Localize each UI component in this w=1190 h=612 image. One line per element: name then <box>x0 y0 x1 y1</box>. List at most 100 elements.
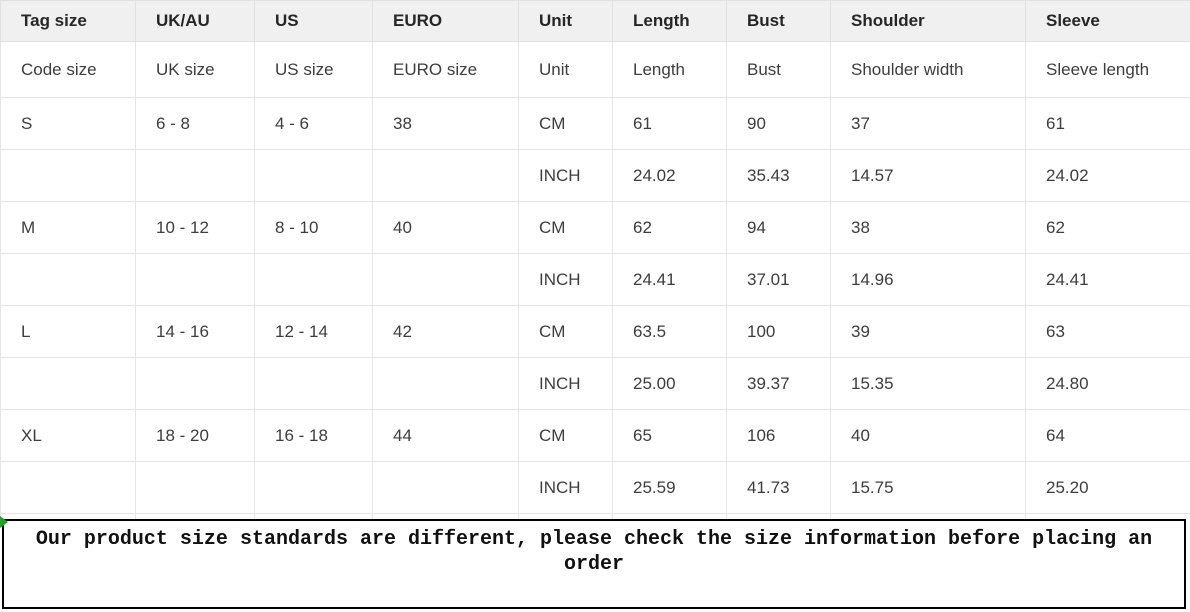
table-row-3: INCH 24.41 37.01 14.96 24.41 <box>0 253 1190 306</box>
table-cell-col-0 <box>0 149 136 202</box>
table-cell-col-8: 62 <box>1025 201 1190 254</box>
size-table-body: Code size UK size US size EURO size Unit Leng… <box>0 41 1190 528</box>
header-cell-col-3: EURO <box>372 0 519 42</box>
size-notice-text: Our product size standards are different… <box>35 528 1153 576</box>
table-cell-col-8: 24.02 <box>1025 149 1190 202</box>
table-cell-col-1 <box>135 461 255 514</box>
table-cell-col-1: 14 - 16 <box>135 305 255 358</box>
subheader-cell-col-8: Sleeve length <box>1025 41 1190 98</box>
table-cell-col-1: 18 - 20 <box>135 409 255 462</box>
table-cell-col-7: 37 <box>830 97 1026 150</box>
table-cell-col-2: 4 - 6 <box>254 97 373 150</box>
table-cell-col-8: 64 <box>1025 409 1190 462</box>
table-cell-col-2 <box>254 357 373 410</box>
table-cell-col-6: 35.43 <box>726 149 831 202</box>
header-cell-col-1: UK/AU <box>135 0 255 42</box>
subheader-cell-col-7: Shoulder width <box>830 41 1026 98</box>
table-cell-col-1 <box>135 253 255 306</box>
table-cell-col-0: XL <box>0 409 136 462</box>
table-cell-col-0 <box>0 461 136 514</box>
table-cell-col-5: 61 <box>612 97 727 150</box>
table-cell-col-3: 40 <box>372 201 519 254</box>
table-cell-col-4: INCH <box>518 357 613 410</box>
table-cell-col-3 <box>372 149 519 202</box>
table-cell-col-6: 94 <box>726 201 831 254</box>
table-cell-col-4: CM <box>518 409 613 462</box>
header-cell-col-6: Bust <box>726 0 831 42</box>
subheader-cell-col-0: Code size <box>0 41 136 98</box>
table-subheader-row: Code size UK size US size EURO size Unit Leng… <box>0 41 1190 98</box>
table-cell-col-5: 65 <box>612 409 727 462</box>
table-row-6: XL 18 - 20 16 - 18 44 CM 65 106 40 64 <box>0 409 1190 462</box>
table-cell-col-8: 63 <box>1025 305 1190 358</box>
table-cell-col-3 <box>372 253 519 306</box>
header-cell-col-2: US <box>254 0 373 42</box>
table-cell-col-0: S <box>0 97 136 150</box>
subheader-cell-col-4: Unit <box>518 41 613 98</box>
table-cell-col-0: M <box>0 201 136 254</box>
table-cell-col-7: 38 <box>830 201 1026 254</box>
table-cell-col-6: 90 <box>726 97 831 150</box>
table-cell-col-5: 25.59 <box>612 461 727 514</box>
table-cell-col-6: 100 <box>726 305 831 358</box>
table-cell-col-6: 41.73 <box>726 461 831 514</box>
header-cell-col-5: Length <box>612 0 727 42</box>
table-cell-col-4: CM <box>518 201 613 254</box>
table-header-row: Tag size UK/AU US EURO Unit Length Bust Shoulde… <box>0 0 1190 42</box>
table-cell-col-0: L <box>0 305 136 358</box>
table-cell-col-7: 15.35 <box>830 357 1026 410</box>
table-cell-col-6: 106 <box>726 409 831 462</box>
table-cell-col-4: INCH <box>518 253 613 306</box>
table-cell-col-3 <box>372 357 519 410</box>
header-cell-col-7: Shoulder <box>830 0 1026 42</box>
table-cell-col-7: 14.96 <box>830 253 1026 306</box>
header-cell-col-8: Sleeve <box>1025 0 1190 42</box>
table-cell-col-2: 8 - 10 <box>254 201 373 254</box>
table-cell-col-7: 14.57 <box>830 149 1026 202</box>
table-cell-col-6: 37.01 <box>726 253 831 306</box>
table-row-4: L 14 - 16 12 - 14 42 CM 63.5 100 39 63 <box>0 305 1190 358</box>
table-cell-col-2 <box>254 149 373 202</box>
table-cell-col-3: 44 <box>372 409 519 462</box>
table-cell-col-7: 15.75 <box>830 461 1026 514</box>
table-cell-col-5: 24.02 <box>612 149 727 202</box>
table-cell-col-8: 61 <box>1025 97 1190 150</box>
table-cell-col-5: 25.00 <box>612 357 727 410</box>
table-row-5: INCH 25.00 39.37 15.35 24.80 <box>0 357 1190 410</box>
subheader-cell-col-2: US size <box>254 41 373 98</box>
table-cell-col-2 <box>254 253 373 306</box>
table-cell-col-5: 63.5 <box>612 305 727 358</box>
table-cell-col-1: 6 - 8 <box>135 97 255 150</box>
table-cell-col-0 <box>0 357 136 410</box>
table-cell-col-4: CM <box>518 97 613 150</box>
table-row-2: M 10 - 12 8 - 10 40 CM 62 94 38 62 <box>0 201 1190 254</box>
size-notice-box: Our product size standards are different… <box>2 519 1186 609</box>
table-row-1: INCH 24.02 35.43 14.57 24.02 <box>0 149 1190 202</box>
table-cell-col-3: 38 <box>372 97 519 150</box>
table-cell-col-5: 24.41 <box>612 253 727 306</box>
table-cell-col-3: 42 <box>372 305 519 358</box>
table-cell-col-3 <box>372 461 519 514</box>
table-cell-col-4: CM <box>518 305 613 358</box>
table-cell-col-7: 39 <box>830 305 1026 358</box>
table-cell-col-5: 62 <box>612 201 727 254</box>
table-cell-col-2: 12 - 14 <box>254 305 373 358</box>
table-cell-col-2: 16 - 18 <box>254 409 373 462</box>
subheader-cell-col-3: EURO size <box>372 41 519 98</box>
subheader-cell-col-6: Bust <box>726 41 831 98</box>
table-cell-col-1 <box>135 149 255 202</box>
table-cell-col-2 <box>254 461 373 514</box>
table-cell-col-7: 40 <box>830 409 1026 462</box>
subheader-cell-col-5: Length <box>612 41 727 98</box>
table-cell-col-1: 10 - 12 <box>135 201 255 254</box>
table-cell-col-6: 39.37 <box>726 357 831 410</box>
size-table: Tag size UK/AU US EURO Unit Length Bust Shoulde… <box>0 0 1190 528</box>
table-cell-col-4: INCH <box>518 149 613 202</box>
table-row-7: INCH 25.59 41.73 15.75 25.20 <box>0 461 1190 514</box>
header-cell-col-4: Unit <box>518 0 613 42</box>
table-cell-col-4: INCH <box>518 461 613 514</box>
subheader-cell-col-1: UK size <box>135 41 255 98</box>
header-cell-col-0: Tag size <box>0 0 136 42</box>
table-cell-col-8: 25.20 <box>1025 461 1190 514</box>
